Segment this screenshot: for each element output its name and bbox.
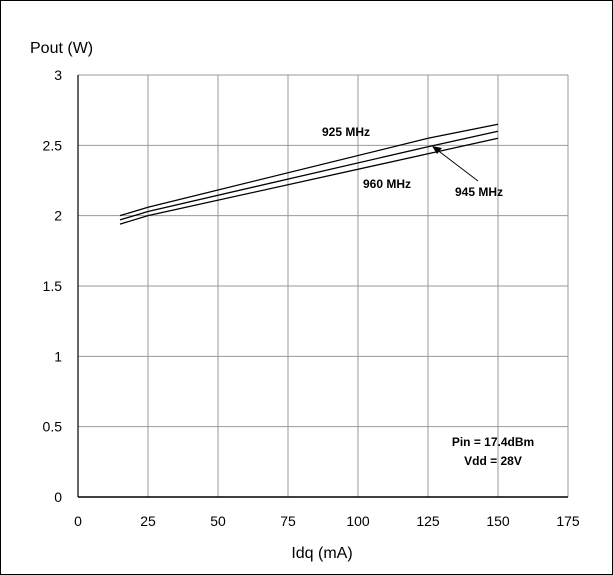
x-tick-label: 100 <box>346 513 370 529</box>
x-tick-label: 0 <box>74 513 82 529</box>
series-label-960: 960 MHz <box>363 177 411 191</box>
y-axis-label: Pout (W) <box>30 40 93 57</box>
series-lines <box>119 123 499 225</box>
series-line-945-mhz <box>119 130 499 221</box>
series-label-925: 925 MHz <box>322 125 370 139</box>
grid <box>78 74 569 497</box>
y-tick-label: 1 <box>54 348 62 364</box>
series-label-945: 945 MHz <box>455 185 503 199</box>
x-axis-label: Idq (mA) <box>291 545 352 562</box>
x-tick-label: 175 <box>556 513 580 529</box>
series-line-925-mhz <box>119 123 499 217</box>
x-tick-label: 75 <box>280 513 296 529</box>
tick-labels: 0 25 50 75 100 125 150 175 0 0.5 1 1.5 2 2.5 3 <box>43 67 580 529</box>
x-tick-label: 150 <box>486 513 510 529</box>
series-line-960-mhz <box>119 137 499 225</box>
y-tick-label: 2.5 <box>43 137 63 153</box>
y-tick-label: 1.5 <box>43 278 63 294</box>
x-tick-label: 50 <box>210 513 226 529</box>
x-tick-label: 125 <box>416 513 440 529</box>
x-tick-label: 25 <box>140 513 156 529</box>
axes <box>77 75 568 498</box>
y-tick-label: 0 <box>54 489 62 505</box>
label-945-arrow-line <box>435 148 479 182</box>
y-tick-label: 2 <box>54 208 62 224</box>
y-tick-label: 0.5 <box>43 419 63 435</box>
y-tick-label: 3 <box>54 67 62 83</box>
conditions-vdd: Vdd = 28V <box>464 454 522 468</box>
conditions-pin: Pin = 17.4dBm <box>452 435 534 449</box>
label-945-arrow-head <box>432 146 442 154</box>
